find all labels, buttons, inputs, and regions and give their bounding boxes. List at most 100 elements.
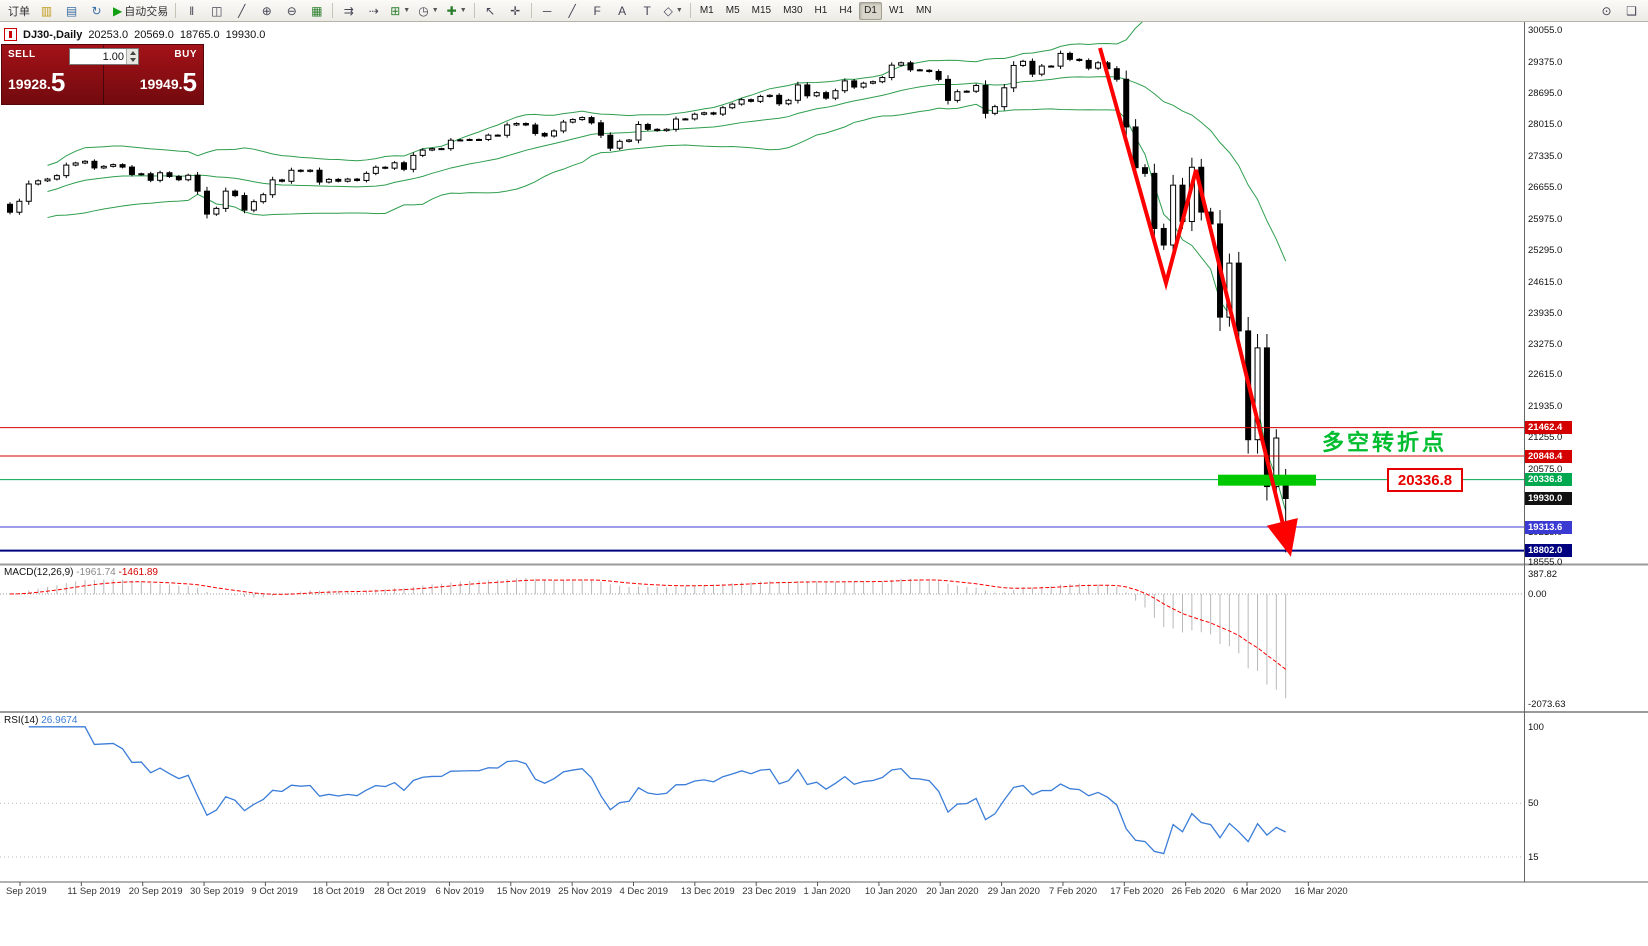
line-chart-icon[interactable]: ╱: [238, 3, 246, 18]
candles-layer: [7, 50, 1289, 553]
chart-area[interactable]: DJ30-,Daily 20253.0 20569.0 18765.0 1993…: [0, 22, 1648, 946]
current-price-tag: 19930.0: [1525, 491, 1572, 505]
chart-shift-icon[interactable]: ⇢: [368, 3, 379, 18]
refresh-icon[interactable]: ↻: [91, 3, 102, 18]
toolbar-separator: [530, 3, 532, 18]
toolbar-separator: [473, 3, 475, 18]
price-tick: 25975.0: [1528, 213, 1563, 225]
date-label: 28 Oct 2019: [374, 886, 426, 897]
panel-divider-rsi[interactable]: [0, 710, 1648, 713]
sell-price: 19928.5: [8, 67, 66, 97]
horizontal-line-icon[interactable]: ─: [542, 3, 552, 18]
search-icon[interactable]: ⊙: [1601, 3, 1612, 18]
timeframe-W1[interactable]: W1: [888, 5, 904, 16]
timeframe-H4[interactable]: H4: [839, 5, 853, 16]
timeframe-MN[interactable]: MN: [915, 5, 932, 16]
buy-button[interactable]: BUY 19949.5: [102, 45, 203, 104]
date-label: 16 Mar 2020: [1294, 886, 1348, 897]
candlestick-chart-icon[interactable]: ◫: [211, 3, 223, 18]
date-label: 10 Jan 2020: [864, 886, 918, 897]
toolbar-separator: [332, 3, 334, 18]
price-tick: 20575.0: [1528, 463, 1563, 475]
macd-label: MACD(12,26,9) -1961.74 -1461.89: [4, 567, 158, 578]
rsi-indicator: [0, 726, 1524, 858]
price-tick: 22615.0: [1528, 369, 1563, 381]
high-value: 20569.0: [134, 28, 174, 41]
rsi-scale-label: 15: [1528, 852, 1539, 864]
chat-icon[interactable]: ❑: [1626, 3, 1637, 18]
date-label: 4 Dec 2019: [619, 886, 669, 897]
level-lines: [0, 427, 1524, 552]
price-tick: 21255.0: [1528, 432, 1563, 444]
chart-title: DJ30-,Daily: [23, 28, 83, 41]
indicators-button[interactable]: ✚ ▼: [446, 3, 467, 18]
timeframe-M15[interactable]: M15: [751, 5, 772, 16]
tile-windows-icon[interactable]: ▦: [311, 3, 323, 18]
profiles-button[interactable]: ◷ ▼: [418, 3, 439, 18]
buy-label: BUY: [174, 49, 197, 60]
new-order-button[interactable]: 订单: [8, 5, 30, 18]
date-label: 6 Mar 2020: [1233, 886, 1282, 897]
volume-input[interactable]: [70, 49, 126, 64]
cursor-icon[interactable]: ↖: [485, 3, 496, 18]
text-tool-icon[interactable]: A: [618, 3, 627, 18]
volume-up-button[interactable]: [127, 49, 138, 57]
date-label: 20 Jan 2020: [926, 886, 979, 897]
date-label: 6 Nov 2019: [435, 886, 485, 897]
date-label: 29 Jan 2020: [987, 886, 1040, 897]
price-tick: 28695.0: [1528, 88, 1563, 99]
bar-chart-icon[interactable]: ‖: [189, 3, 195, 18]
rsi-scale-label: 50: [1528, 798, 1539, 810]
fibonacci-icon[interactable]: F: [593, 3, 601, 18]
macd-main-value: -1961.74: [76, 567, 116, 578]
date-label: 9 Oct 2019: [251, 886, 298, 897]
timeframe-M30[interactable]: M30: [783, 5, 803, 16]
low-value: 18765.0: [179, 28, 220, 41]
one-click-trading-panel: SELL 19928.5 BUY 19949.5: [1, 44, 204, 105]
timeframe-D1[interactable]: D1: [859, 1, 882, 20]
autotrading-button[interactable]: ▶ 自动交易: [113, 3, 169, 18]
date-label: 25 Nov 2019: [558, 886, 613, 897]
shapes-icon[interactable]: ◇ ▼: [663, 3, 683, 18]
market-watch-icon[interactable]: ▤: [65, 3, 78, 18]
timeframe-H1[interactable]: H1: [814, 5, 828, 16]
auto-scroll-icon[interactable]: ⇉: [343, 3, 354, 18]
volume-down-button[interactable]: [127, 56, 138, 64]
crosshair-icon[interactable]: ✛: [510, 3, 521, 18]
date-label: 18 Oct 2019: [312, 886, 365, 897]
volume-box: [69, 48, 139, 65]
rsi-scale-label: 100: [1528, 721, 1544, 733]
macd-scale-label: -2073.63: [1528, 698, 1566, 710]
trendline-icon[interactable]: ╱: [568, 3, 576, 18]
new-chart-button[interactable]: ⊞ ▼: [390, 3, 411, 18]
sell-label: SELL: [8, 49, 36, 60]
support-tag-blue-2: 18802.0: [1525, 544, 1572, 558]
chart-type-icon: [4, 28, 17, 41]
sell-button[interactable]: SELL 19928.5: [2, 45, 104, 104]
date-label: 11 Sep 2019: [67, 886, 121, 897]
panel-divider-macd[interactable]: [0, 563, 1648, 566]
macd-scale-label: 0.00: [1528, 589, 1547, 600]
price-tick: 25295.0: [1528, 245, 1563, 257]
timeframe-M1[interactable]: M1: [699, 5, 714, 16]
date-label: 13 Dec 2019: [680, 886, 735, 897]
price-tick: 27335.0: [1528, 150, 1563, 162]
date-label: 26 Feb 2020: [1171, 886, 1225, 897]
zoom-out-icon[interactable]: ⊖: [286, 3, 297, 18]
label-tool-icon[interactable]: T: [643, 3, 651, 18]
date-label: 30 Sep 2019: [190, 886, 244, 897]
price-tick: 23935.0: [1528, 308, 1563, 320]
price-tick: 26655.0: [1528, 182, 1563, 194]
support-zone-rectangle: [1218, 474, 1316, 486]
open-value: 20253.0: [88, 28, 129, 41]
zoom-in-icon[interactable]: ⊕: [261, 3, 272, 18]
date-label: 17 Feb 2020: [1110, 886, 1164, 897]
charts-icon[interactable]: ▥: [40, 3, 53, 18]
price-label-annotation: 20336.8: [1387, 468, 1463, 492]
chart-header: DJ30-,Daily 20253.0 20569.0 18765.0 1993…: [4, 28, 265, 41]
timeframe-M5[interactable]: M5: [725, 5, 740, 16]
trend-arrow: [1098, 47, 1298, 557]
macd-scale-label: 387.82: [1528, 568, 1558, 580]
